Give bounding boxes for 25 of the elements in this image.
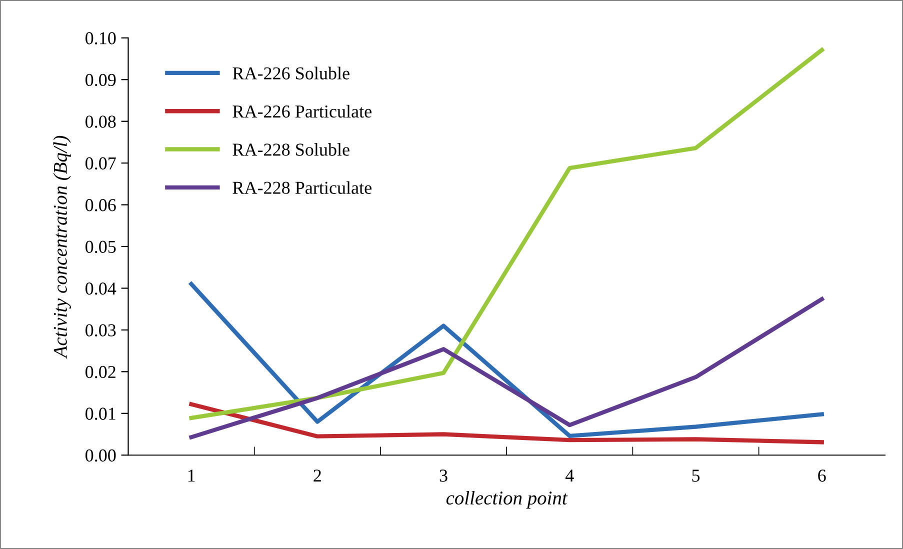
y-tick-label: 0.07 [86, 157, 116, 170]
legend-label: RA-228 Soluble [232, 143, 350, 156]
y-tick-label: 0.04 [86, 282, 116, 295]
y-tick-label: 0.05 [86, 240, 116, 254]
y-tick-label: 0.00 [86, 449, 116, 462]
y-tick-label: 0.03 [86, 324, 116, 336]
line-series [189, 402, 824, 444]
y-axis-title: Activity concentration (Bq/l) [53, 136, 71, 359]
y-tick-label: 0.10 [86, 32, 116, 44]
x-tick-label: 5 [692, 470, 700, 482]
x-tick-label: 3 [440, 470, 448, 482]
legend-label: RA-228 Particulate [232, 181, 372, 194]
x-tick-label: 2 [314, 470, 321, 482]
y-tick-label: 0.08 [86, 116, 116, 128]
legend-label: RA-226 Soluble [232, 66, 350, 80]
x-tick-label: 6 [818, 470, 826, 482]
line-series [189, 48, 824, 420]
y-tick-label: 0.01 [86, 408, 116, 420]
x-tick-label: 1 [188, 470, 195, 482]
x-axis-title: collection point [446, 490, 568, 509]
y-tick-label: 0.09 [86, 74, 116, 86]
legend-label: RA-226 Particulate [232, 104, 372, 118]
x-tick-label: 4 [565, 470, 574, 482]
y-tick-label: 0.06 [86, 199, 116, 212]
y-tick-label: 0.02 [86, 366, 116, 378]
